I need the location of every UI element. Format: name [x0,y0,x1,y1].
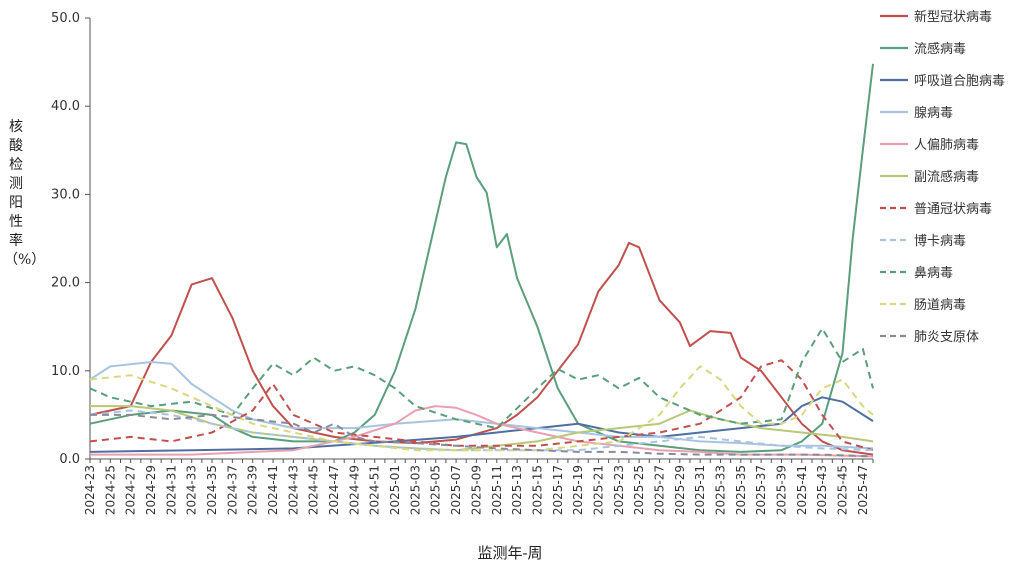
x-tick-label: 2024-43 [286,465,300,515]
x-tick-label: 2025-39 [774,465,788,515]
x-tick-label: 2025-23 [612,465,626,515]
x-tick-label: 2025-29 [673,465,687,515]
series-line-2 [89,63,874,453]
x-tick-label: 2024-37 [225,465,239,515]
series-lines [89,63,874,458]
x-tick-label: 2024-41 [266,465,280,515]
x-tick-label: 2025-09 [469,465,483,515]
x-axis-ticks: 2024-23 2024-25 2024-27 2024-29 2024-31 2024-… [83,459,874,515]
series-line-5 [90,405,874,458]
x-tick-label: 2025-03 [408,465,422,515]
x-tick-label: 2025-27 [652,465,666,515]
x-axis-label: 监测年-周 [477,544,543,562]
legend-label-6: 副流感病毒 [914,169,979,185]
x-tick-label: 2025-41 [795,465,809,515]
x-tick-label: 2024-39 [246,465,260,515]
y-axis-label: 核酸检测阳性率（%） [4,119,46,268]
x-tick-label: 2024-45 [307,465,321,515]
y-tick-label: 20.0 [51,276,80,291]
x-tick-label: 2025-15 [530,465,544,515]
series-line-1 [89,241,874,456]
x-tick-label: 2024-35 [205,465,219,515]
y-tick-label: 40.0 [51,99,80,114]
x-tick-label: 2025-33 [713,465,727,515]
legend-label-7: 普通冠状病毒 [914,202,992,217]
y-tick-label: 10.0 [51,364,80,379]
legend: 新型冠状病毒流感病毒呼吸道合胞病毒腺病毒人偏肺病毒副流感病毒普通冠状病毒博卡病毒… [880,9,1005,345]
x-tick-label: 2024-51 [368,465,382,515]
legend-label-1: 新型冠状病毒 [914,9,992,25]
y-axis-ticks: 0.0 10.0 20.0 30.0 40.0 50.0 [51,11,90,467]
x-tick-label: 2025-01 [388,465,402,515]
y-tick-label: 30.0 [51,187,80,202]
y-tick-label: 50.0 [51,11,80,26]
x-tick-label: 2024-25 [103,465,117,515]
series-line-10 [89,365,874,452]
x-tick-label: 2024-31 [164,465,178,515]
x-tick-label: 2024-47 [327,465,341,515]
legend-label-2: 流感病毒 [914,41,966,57]
legend-label-9: 鼻病毒 [914,265,953,281]
x-tick-label: 2024-27 [124,465,138,515]
x-tick-label: 2025-31 [693,465,707,515]
legend-label-11: 肺炎支原体 [914,330,979,345]
legend-label-10: 肠道病毒 [914,298,966,313]
series-line-11 [90,413,874,458]
legend-label-3: 呼吸道合胞病毒 [914,74,1005,89]
legend-label-4: 腺病毒 [914,106,953,121]
y-tick-label: 0.0 [59,452,80,467]
x-tick-label: 2025-21 [591,465,605,515]
series-line-9 [89,327,874,430]
x-tick-label: 2024-33 [185,465,199,515]
x-tick-label: 2025-11 [490,465,504,515]
x-tick-label: 2025-17 [551,465,565,515]
series-line-7 [89,359,874,452]
x-tick-label: 2024-23 [83,465,97,515]
x-tick-label: 2024-29 [144,465,158,515]
x-tick-label: 2025-45 [835,465,849,515]
x-tick-label: 2025-13 [510,465,524,515]
legend-label-5: 人偏肺病毒 [914,138,979,153]
x-tick-label: 2025-07 [449,465,463,515]
series-line-4 [89,361,874,450]
x-tick-label: 2025-19 [571,465,585,515]
x-tick-label: 2024-49 [347,465,361,515]
x-tick-label: 2025-25 [632,465,646,515]
chart-axes [89,18,873,460]
x-tick-label: 2025-37 [754,465,768,515]
x-tick-label: 2025-43 [815,465,829,515]
x-tick-label: 2025-05 [429,465,443,515]
legend-label-8: 博卡病毒 [914,234,966,249]
x-tick-label: 2025-35 [734,465,748,515]
x-tick-label: 2025-47 [856,465,870,515]
